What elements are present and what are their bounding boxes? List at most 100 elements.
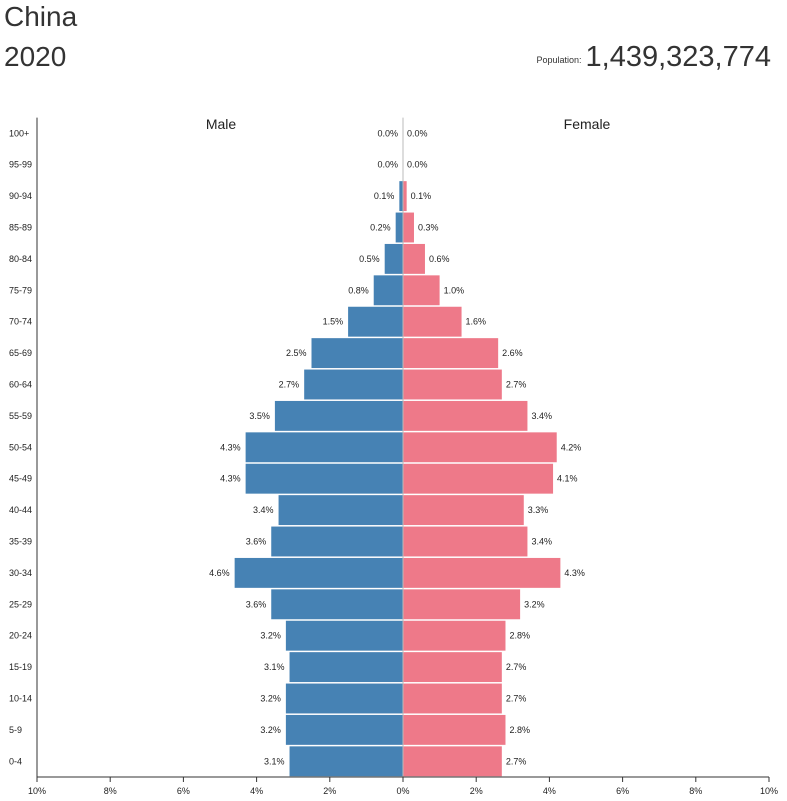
bar-female <box>403 338 499 369</box>
bar-label-female: 0.1% <box>411 191 432 201</box>
bar-label-female: 3.2% <box>524 599 545 609</box>
bar-female <box>403 652 502 683</box>
bar-male <box>311 338 403 369</box>
x-tick-label: 6% <box>177 786 190 796</box>
x-tick-label: 8% <box>104 786 117 796</box>
bar-label-female: 2.6% <box>502 348 523 358</box>
age-label: 70-74 <box>9 317 32 327</box>
x-tick-label: 2% <box>323 786 336 796</box>
age-label: 75-79 <box>9 285 32 295</box>
bar-label-female: 0.0% <box>407 160 428 170</box>
bar-male <box>285 683 403 714</box>
bar-label-female: 2.7% <box>506 694 527 704</box>
bar-female <box>403 181 407 212</box>
age-label: 20-24 <box>9 631 32 641</box>
series-title-male: Male <box>206 116 237 132</box>
bar-label-female: 2.8% <box>509 725 530 735</box>
bar-label-female: 1.6% <box>466 317 487 327</box>
age-label: 90-94 <box>9 191 32 201</box>
age-label: 100+ <box>9 128 29 138</box>
bar-label-male: 3.6% <box>246 537 267 547</box>
bar-label-female: 3.3% <box>528 505 549 515</box>
x-tick-label: 10% <box>28 786 46 796</box>
bar-label-female: 4.2% <box>561 442 582 452</box>
bar-label-female: 3.4% <box>531 537 552 547</box>
bar-label-male: 3.2% <box>260 694 281 704</box>
series-title-female: Female <box>564 116 611 132</box>
bar-label-male: 2.7% <box>279 380 300 390</box>
bar-female <box>403 400 528 431</box>
x-tick-label: 0% <box>396 786 409 796</box>
age-label: 15-19 <box>9 662 32 672</box>
age-label: 95-99 <box>9 160 32 170</box>
age-label: 80-84 <box>9 254 32 264</box>
bar-female <box>403 526 528 557</box>
bar-label-male: 4.3% <box>220 474 241 484</box>
population-value: 1,439,323,774 <box>585 41 771 73</box>
bar-label-male: 4.3% <box>220 442 241 452</box>
bar-male <box>399 181 403 212</box>
x-tick-label: 4% <box>250 786 263 796</box>
bar-label-female: 0.3% <box>418 223 439 233</box>
bar-label-female: 0.6% <box>429 254 450 264</box>
bar-label-female: 4.3% <box>564 568 585 578</box>
x-tick-label: 8% <box>689 786 702 796</box>
country-title: China <box>4 1 78 32</box>
age-label: 45-49 <box>9 474 32 484</box>
bar-label-female: 2.7% <box>506 380 527 390</box>
bar-female <box>403 212 414 243</box>
bar-male <box>289 746 403 777</box>
bar-male <box>234 557 403 588</box>
bar-label-male: 3.2% <box>260 725 281 735</box>
age-label: 65-69 <box>9 348 32 358</box>
bar-male <box>285 714 403 745</box>
bar-male <box>271 589 403 620</box>
bar-label-male: 0.5% <box>359 254 380 264</box>
bar-female <box>403 746 502 777</box>
age-label: 55-59 <box>9 411 32 421</box>
bar-label-male: 2.5% <box>286 348 307 358</box>
bar-male <box>348 306 403 337</box>
bar-male <box>245 432 403 463</box>
bar-label-male: 3.1% <box>264 756 285 766</box>
bar-label-male: 3.4% <box>253 505 274 515</box>
bar-label-male: 0.0% <box>377 160 398 170</box>
bar-male <box>304 369 403 400</box>
bar-label-male: 3.5% <box>249 411 270 421</box>
bar-label-female: 1.0% <box>444 285 465 295</box>
age-label: 85-89 <box>9 223 32 233</box>
bar-female <box>403 589 521 620</box>
age-label: 25-29 <box>9 599 32 609</box>
year-title: 2020 <box>4 41 67 72</box>
age-label: 35-39 <box>9 537 32 547</box>
x-tick-label: 4% <box>543 786 556 796</box>
bar-male <box>384 243 403 274</box>
bar-label-male: 3.1% <box>264 662 285 672</box>
x-tick-label: 6% <box>616 786 629 796</box>
bar-male <box>278 495 403 526</box>
bar-label-male: 0.0% <box>377 128 398 138</box>
bar-male <box>271 526 403 557</box>
population-label: Population: <box>536 55 582 65</box>
age-label: 60-64 <box>9 380 32 390</box>
age-label: 50-54 <box>9 442 32 452</box>
bar-female <box>403 495 524 526</box>
bar-female <box>403 243 425 274</box>
bar-label-female: 2.7% <box>506 662 527 672</box>
bar-female <box>403 275 440 306</box>
bar-label-male: 1.5% <box>323 317 344 327</box>
bar-label-female: 2.7% <box>506 756 527 766</box>
bar-label-female: 0.0% <box>407 128 428 138</box>
bar-female <box>403 369 502 400</box>
bar-label-male: 0.1% <box>374 191 395 201</box>
bar-female <box>403 683 502 714</box>
bar-female <box>403 306 462 337</box>
bar-female <box>403 432 557 463</box>
bar-female <box>403 463 554 494</box>
bar-female <box>403 557 561 588</box>
bar-label-female: 2.8% <box>509 631 530 641</box>
age-label: 5-9 <box>9 725 22 735</box>
bar-label-male: 3.6% <box>246 599 267 609</box>
x-tick-label: 2% <box>470 786 483 796</box>
